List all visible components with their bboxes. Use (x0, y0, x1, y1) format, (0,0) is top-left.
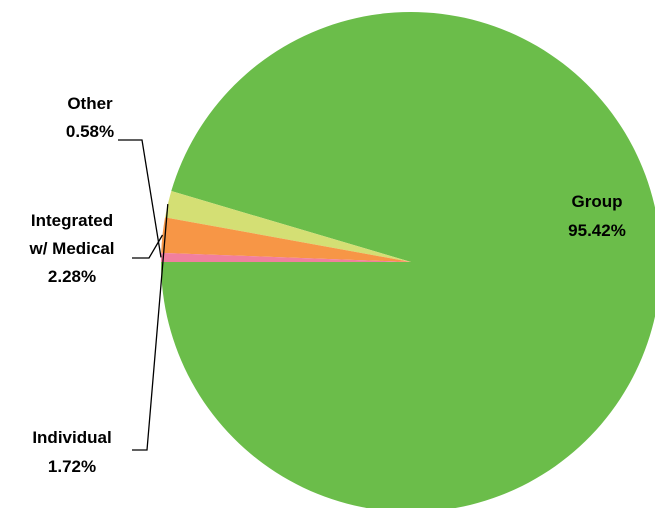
pie-slice-integrated-w-medical (161, 217, 411, 262)
pie-slice-other (161, 252, 411, 262)
pie-slices (161, 12, 655, 508)
pie-slice-group (161, 12, 655, 508)
slice-label-group-value: 95.42% (568, 221, 626, 240)
slice-label-individual-value: 1.72% (48, 457, 96, 476)
pie-slice-individual (165, 191, 411, 262)
slice-label-group-name: Group (572, 192, 623, 211)
slice-label-individual-name: Individual (32, 428, 111, 447)
slice-label-integrated-name-line2: w/ Medical (28, 239, 114, 258)
slice-label-integrated-value: 2.28% (48, 267, 96, 286)
leader-line-other (118, 139, 162, 258)
leader-lines (118, 139, 169, 451)
slice-label-other-name: Other (67, 94, 113, 113)
slice-label-other-value: 0.58% (66, 122, 114, 141)
leader-line-integrated-w-medical (132, 234, 164, 259)
leader-line-individual (132, 204, 169, 451)
slice-label-integrated-name-line1: Integrated (31, 211, 113, 230)
